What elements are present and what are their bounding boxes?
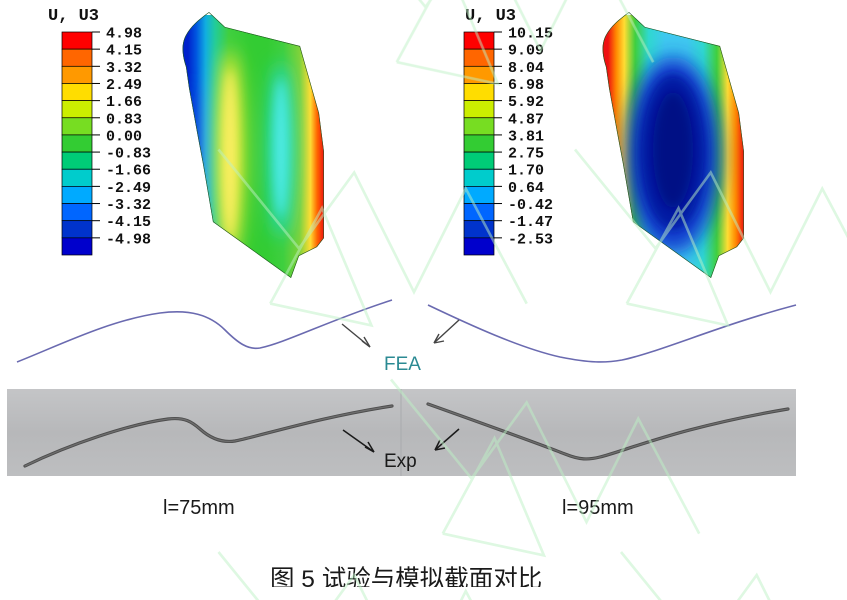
svg-text:3.81: 3.81	[508, 128, 544, 145]
svg-text:4.87: 4.87	[508, 111, 544, 128]
svg-text:8.04: 8.04	[508, 60, 544, 77]
svg-text:-2.53: -2.53	[508, 231, 553, 248]
svg-text:-4.98: -4.98	[106, 231, 151, 248]
svg-text:0.64: 0.64	[508, 180, 544, 197]
svg-text:2.75: 2.75	[508, 146, 544, 163]
svg-text:6.98: 6.98	[508, 77, 544, 94]
svg-text:4.15: 4.15	[106, 43, 142, 60]
svg-text:l=95mm: l=95mm	[562, 497, 634, 519]
svg-text:0.00: 0.00	[106, 128, 142, 145]
svg-text:U, U3: U, U3	[465, 7, 516, 26]
svg-text:0.83: 0.83	[106, 111, 142, 128]
svg-text:3.32: 3.32	[106, 60, 142, 77]
svg-text:-1.66: -1.66	[106, 163, 151, 180]
svg-text:U, U3: U, U3	[48, 7, 99, 26]
svg-text:-0.83: -0.83	[106, 146, 151, 163]
svg-text:10.15: 10.15	[508, 26, 553, 43]
svg-text:5.92: 5.92	[508, 94, 544, 111]
svg-text:1.70: 1.70	[508, 163, 544, 180]
svg-text:2.49: 2.49	[106, 77, 142, 94]
svg-text:l=75mm: l=75mm	[163, 497, 235, 519]
svg-text:-0.42: -0.42	[508, 197, 553, 214]
svg-text:1.66: 1.66	[106, 94, 142, 111]
svg-text:-3.32: -3.32	[106, 197, 151, 214]
svg-text:Exp: Exp	[384, 451, 417, 472]
svg-text:图 5 试验与模拟截面对比: 图 5 试验与模拟截面对比	[270, 565, 542, 587]
svg-text:4.98: 4.98	[106, 26, 142, 43]
svg-text:9.09: 9.09	[508, 43, 544, 60]
svg-text:-2.49: -2.49	[106, 180, 151, 197]
svg-text:-1.47: -1.47	[508, 214, 553, 231]
svg-text:FEA: FEA	[384, 354, 421, 375]
svg-text:-4.15: -4.15	[106, 214, 151, 231]
